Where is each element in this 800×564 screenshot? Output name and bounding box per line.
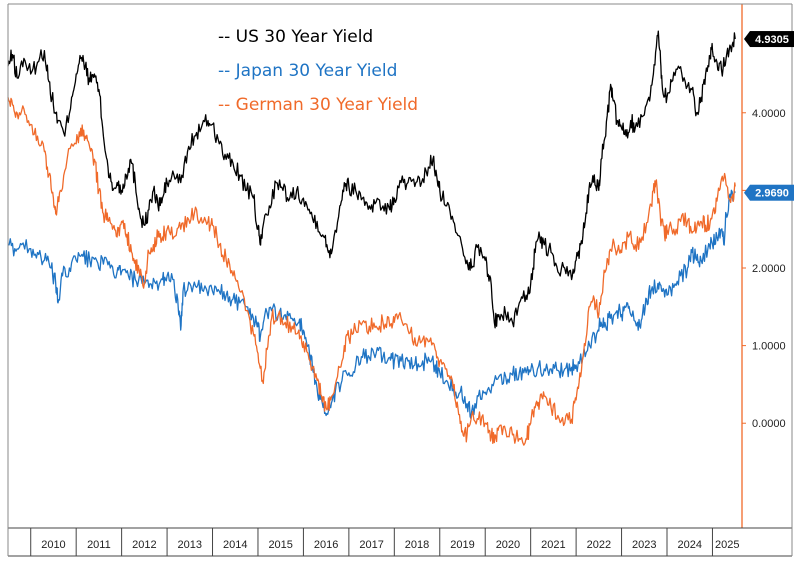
last-value-pointer [744,184,750,201]
x-tick-label: 2017 [359,539,383,551]
x-tick-label: 2010 [41,539,65,551]
y-tick-label: 2.0000 [752,263,786,275]
axis-layer: 2010 2011 2012 2013 2014 2015 2016 2017 2018 2019… [7,3,793,557]
legend-entry-us: -- US 30 Year Yield [218,27,373,47]
x-tick-label: 2016 [314,539,338,551]
x-tick-label: 2023 [632,539,656,551]
x-tick-label: 2024 [677,539,701,551]
series-line-0 [7,30,736,329]
x-tick-label: 2012 [132,539,156,551]
series-line-2 [7,97,736,446]
legend-entry-japan: -- Japan 30 Year Yield [218,61,397,81]
last-value-badge [750,184,794,201]
x-tick-label: 2011 [87,539,111,551]
x-tick-label: 2015 [268,539,292,551]
x-tick-label: 2018 [405,539,429,551]
last-value-label: 2.9690 [755,188,789,200]
legend: -- US 30 Year Yield -- Japan 30 Year Yie… [218,27,418,115]
x-tick-label: 2014 [223,539,247,551]
legend-entry-german: -- German 30 Year Yield [218,95,418,115]
x-tick-label: 2020 [496,539,520,551]
last-value-badge [750,31,794,48]
series-layer [7,30,736,446]
x-tick-label: 2025 [715,539,739,551]
last-value-badges: 4.9305 2.9690 [744,31,794,201]
x-tick-label: 2013 [178,539,202,551]
series-line-1 [7,189,736,420]
x-tick-label: 2021 [541,539,565,551]
last-value-pointer [744,31,750,48]
y-tick-label: 1.0000 [752,341,786,353]
y-tick-label: 4.0000 [752,108,786,120]
x-tick-label: 2019 [450,539,474,551]
x-tick-label: 2022 [587,539,611,551]
y-tick-label: 0.0000 [752,418,786,430]
last-value-label: 4.9305 [755,34,789,46]
